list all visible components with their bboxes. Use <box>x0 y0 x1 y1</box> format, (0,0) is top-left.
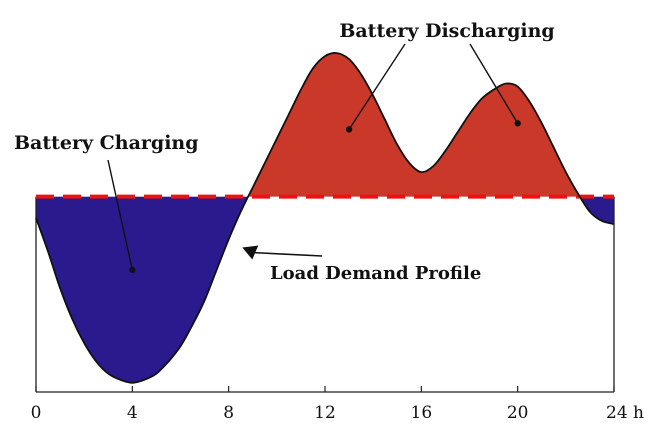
charging-dot <box>129 266 136 274</box>
discharging-dot-left <box>345 126 353 133</box>
x-tick-label: 0 <box>31 403 42 423</box>
profile-arrow-head <box>242 245 259 260</box>
x-tick-label: 24 h <box>606 403 644 423</box>
discharging-dot-right <box>514 120 521 127</box>
area-fills <box>36 52 614 383</box>
load-demand-profile-line <box>35 52 615 384</box>
charging-area <box>36 196 614 383</box>
x-tick-label: 8 <box>223 403 234 423</box>
load-demand-profile-label: Load Demand Profile <box>270 263 481 284</box>
x-tick-label: 20 <box>507 403 529 423</box>
discharging-pointer-right <box>469 43 519 124</box>
battery-charging-label: Battery Charging <box>14 132 199 154</box>
discharging-pointer-left <box>348 43 406 130</box>
x-tick-label: 4 <box>127 403 138 423</box>
battery-discharging-label: Battery Discharging <box>339 20 554 42</box>
x-tick-label: 16 <box>411 403 433 423</box>
charging-pointer <box>107 159 134 271</box>
x-ticks: 0 4 8 12 16 20 24 h <box>31 386 644 423</box>
x-tick-label: 12 <box>314 403 336 423</box>
annotation-arrows <box>107 43 521 274</box>
profile-arrow-line <box>252 251 323 257</box>
